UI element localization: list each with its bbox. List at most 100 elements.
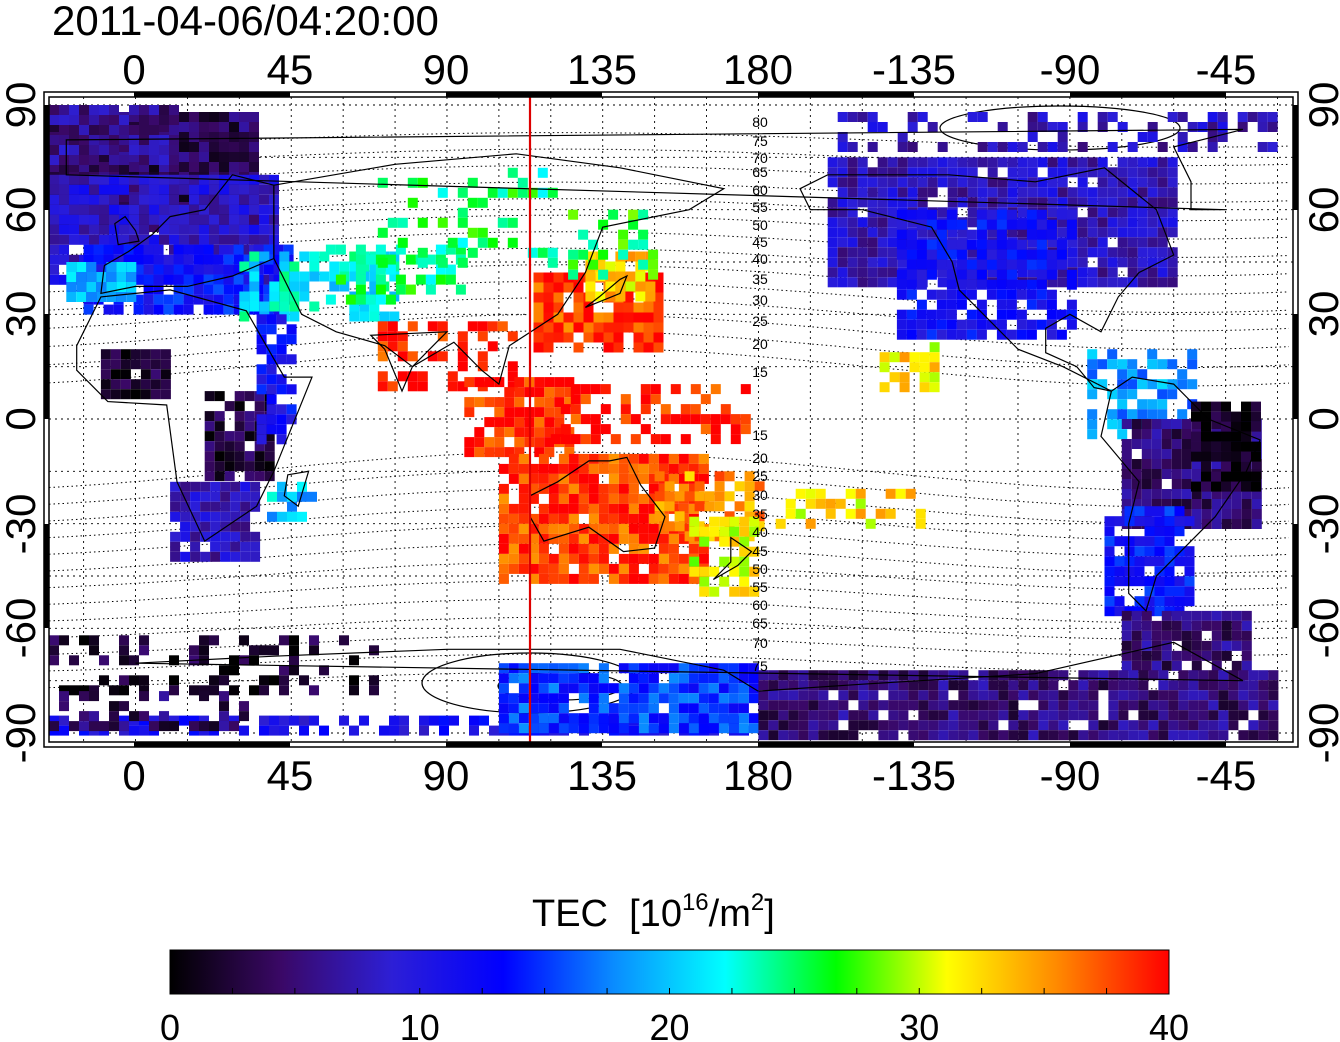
tec-cell	[1268, 720, 1279, 731]
tec-cell	[276, 354, 287, 365]
tec-cell	[163, 294, 174, 305]
tec-cell	[497, 187, 508, 198]
tec-cell	[169, 685, 179, 696]
tec-cell	[528, 513, 539, 524]
tec-cell	[547, 257, 558, 268]
tec-cell	[865, 518, 876, 529]
tec-cell	[1218, 730, 1229, 741]
tec-cell	[558, 503, 569, 514]
tec-cell	[648, 683, 659, 694]
tec-cell	[729, 516, 740, 527]
tec-cell	[1188, 690, 1199, 701]
tec-cell	[129, 655, 139, 666]
tec-cell	[1107, 247, 1118, 258]
x-axis-bottom-ticks: 0 45 90 135 180 -135 -90 -45	[122, 752, 1256, 799]
tec-cell	[1027, 132, 1038, 142]
tec-cell	[89, 721, 99, 732]
tec-cell	[1158, 710, 1169, 721]
tec-cell	[653, 282, 664, 293]
tec-cell	[938, 690, 949, 701]
tec-cell	[1087, 227, 1098, 238]
tec-cell	[838, 670, 849, 681]
north-america-coastline	[799, 167, 1175, 392]
tec-cell	[120, 359, 131, 370]
tec-cell	[507, 237, 518, 248]
tec-cell	[888, 690, 899, 701]
tec-cell	[487, 237, 498, 248]
tec-cell	[590, 384, 601, 395]
tec-cell	[585, 271, 596, 282]
tec-cell	[967, 157, 978, 168]
tec-cell	[1087, 217, 1098, 228]
contour-label: 20	[752, 450, 768, 466]
tec-cell	[1251, 429, 1262, 439]
tec-cell	[1191, 419, 1202, 429]
tec-cell	[1174, 596, 1185, 607]
tec-cell	[1241, 610, 1252, 621]
tec-cell	[325, 294, 336, 305]
tec-cell	[568, 723, 579, 734]
tec-cell	[628, 239, 639, 250]
tec-cell	[603, 332, 614, 343]
tec-cell	[906, 249, 917, 260]
tec-cell	[628, 543, 639, 554]
tec-cell	[537, 167, 548, 178]
colorbar-tick-label: 20	[649, 1007, 689, 1042]
tec-cell	[1017, 267, 1028, 278]
tec-cell	[613, 332, 624, 343]
tec-cell	[229, 715, 239, 726]
tec-cell	[738, 683, 749, 694]
tec-cell	[445, 274, 456, 285]
tec-cell	[570, 404, 581, 415]
tec-cell	[1078, 730, 1089, 741]
tec-cell	[798, 690, 809, 701]
tec-cell	[514, 447, 525, 458]
tec-cell	[936, 329, 947, 340]
tec-cell	[1201, 451, 1211, 462]
tec-cell	[199, 152, 209, 162]
tec-cell	[518, 453, 529, 464]
tec-cell	[1107, 197, 1118, 208]
tec-cell	[210, 531, 221, 542]
tec-cell	[69, 234, 79, 245]
tec-cell	[240, 521, 251, 532]
tec-cell	[628, 219, 639, 230]
tec-cell	[1087, 167, 1098, 178]
tec-cell	[1154, 576, 1165, 587]
tec-cell	[1078, 670, 1089, 681]
tec-cell	[79, 204, 89, 215]
tec-cell	[1178, 710, 1189, 721]
tec-cell	[179, 224, 189, 235]
tec-cell	[674, 521, 685, 532]
tec-cell	[699, 536, 710, 547]
tec-cell	[1144, 526, 1155, 537]
tec-cell	[947, 167, 958, 178]
tec-cell	[653, 302, 664, 313]
tec-cell	[719, 536, 730, 547]
tec-cell	[1164, 536, 1175, 547]
tec-cell	[598, 663, 609, 674]
tec-cell	[768, 690, 779, 701]
tec-cell	[240, 501, 251, 512]
tec-cell	[210, 491, 221, 502]
tec-cell	[1066, 269, 1077, 280]
tec-cell	[179, 715, 189, 726]
tec-cell	[1097, 112, 1108, 122]
tec-cell	[528, 563, 539, 574]
tec-cell	[149, 155, 159, 165]
tec-cell	[159, 135, 169, 145]
tec-cell	[1117, 429, 1128, 440]
tec-cell	[623, 302, 634, 313]
tec-cell	[508, 693, 519, 704]
tec-cell	[937, 157, 948, 168]
tec-cell	[660, 434, 671, 445]
tec-cell	[239, 184, 249, 195]
tec-cell	[230, 501, 241, 512]
tec-cell	[153, 264, 164, 275]
tec-cell	[610, 434, 621, 445]
tec-cell	[49, 655, 59, 666]
tec-cell	[1138, 670, 1149, 681]
coastlines	[65, 128, 1261, 692]
tec-cell	[553, 332, 564, 343]
tec-cell	[219, 675, 229, 686]
